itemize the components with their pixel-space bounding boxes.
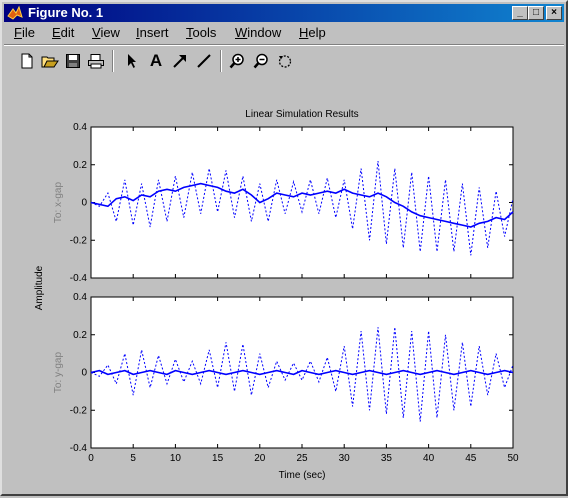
- x-tick-label: 5: [130, 453, 136, 464]
- x-tick-label: 35: [381, 453, 393, 464]
- menu-view[interactable]: View: [92, 25, 120, 40]
- toolbar-separator: [220, 50, 222, 72]
- series-line-solid: [90, 182, 514, 228]
- rotate-icon[interactable]: [274, 50, 296, 72]
- y-tick-label: -0.2: [70, 405, 88, 416]
- y-tick-label: -0.2: [70, 235, 88, 246]
- x-tick-label: 50: [507, 453, 519, 464]
- y-tick-label: 0.4: [73, 122, 87, 133]
- x-tick-label: 10: [170, 453, 182, 464]
- print-icon[interactable]: [85, 50, 107, 72]
- panel-output-label: To: y-gap: [53, 351, 64, 393]
- zoom-in-icon[interactable]: [226, 50, 248, 72]
- panel-output-label: To: x-gap: [53, 181, 64, 223]
- minimize-button[interactable]: _: [512, 6, 528, 20]
- window-title: Figure No. 1: [28, 5, 104, 20]
- menu-help[interactable]: Help: [299, 25, 326, 40]
- title-bar[interactable]: Figure No. 1 _ □ ×: [4, 4, 564, 22]
- text-icon[interactable]: A: [149, 51, 163, 70]
- y-tick-label: 0: [81, 368, 87, 379]
- zoom-out-icon[interactable]: [250, 50, 272, 72]
- chart-title: Linear Simulation Results: [245, 109, 358, 120]
- series-line-dotted: [90, 327, 514, 422]
- toolbar-separator: [112, 50, 114, 72]
- y-tick-label: 0.2: [73, 330, 87, 341]
- x-tick-label: 40: [423, 453, 435, 464]
- y-tick-label: -0.4: [70, 443, 88, 454]
- x-axis-label: Time (sec): [279, 470, 326, 481]
- series-line-dotted: [90, 160, 514, 256]
- y-tick-label: 0.2: [73, 160, 87, 171]
- y-tick-label: -0.4: [70, 273, 88, 284]
- open-file-icon[interactable]: [39, 50, 61, 72]
- line-icon[interactable]: [193, 50, 215, 72]
- new-file-icon[interactable]: [16, 50, 38, 72]
- close-button[interactable]: ×: [546, 6, 562, 20]
- menu-insert[interactable]: Insert: [136, 25, 169, 40]
- maximize-button[interactable]: □: [528, 6, 544, 20]
- x-tick-label: 15: [212, 453, 224, 464]
- x-tick-label: 25: [296, 453, 308, 464]
- axes-panel[interactable]: [90, 126, 514, 279]
- x-tick-label: 45: [465, 453, 477, 464]
- y-tick-label: 0: [81, 198, 87, 209]
- x-tick-label: 30: [339, 453, 351, 464]
- x-tick-label: 20: [254, 453, 266, 464]
- y-tick-label: 0.4: [73, 292, 87, 303]
- arrow-icon[interactable]: [169, 50, 191, 72]
- y-axis-label: Amplitude: [34, 265, 45, 310]
- menu-window[interactable]: Window: [235, 25, 282, 40]
- menu-bar: File Edit View Insert Tools Window Help: [4, 23, 564, 43]
- save-icon[interactable]: [62, 50, 84, 72]
- matlab-logo-icon: [7, 5, 23, 20]
- toolbar: A: [4, 44, 564, 75]
- series-line-solid: [90, 369, 514, 376]
- pointer-icon[interactable]: [121, 50, 143, 72]
- menu-edit[interactable]: Edit: [52, 25, 75, 40]
- x-tick-label: 0: [88, 453, 94, 464]
- menu-file[interactable]: File: [14, 25, 35, 40]
- menu-tools[interactable]: Tools: [186, 25, 217, 40]
